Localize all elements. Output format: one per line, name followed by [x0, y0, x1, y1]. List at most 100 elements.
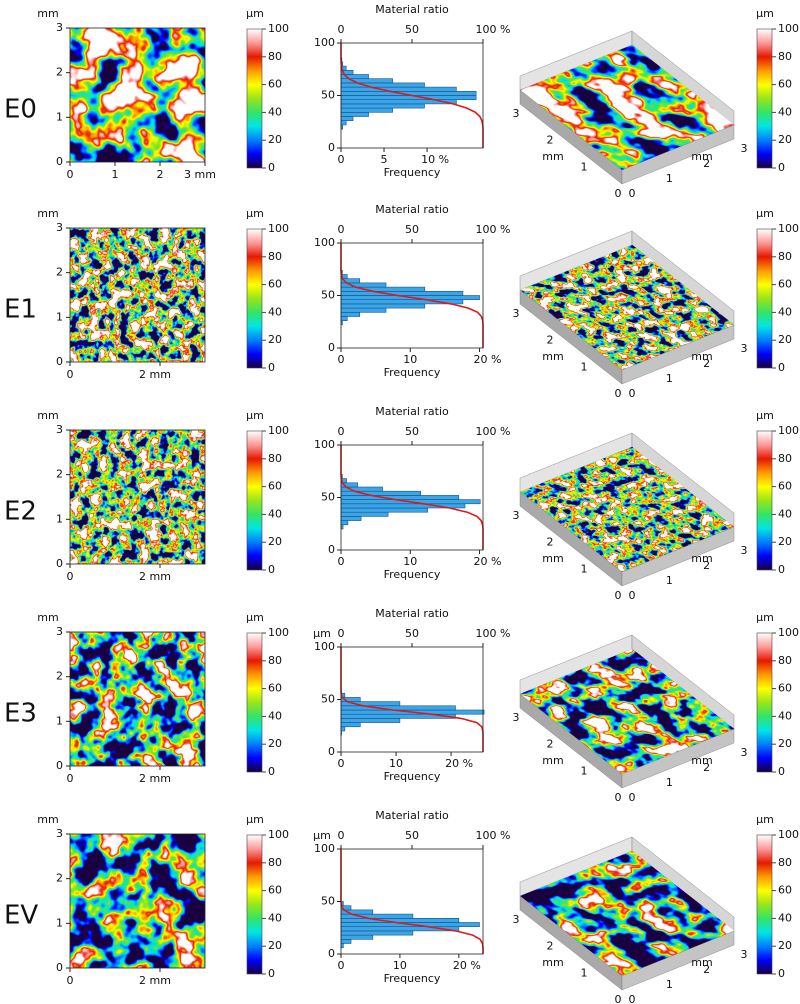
- colorbar-tick-label: 40: [268, 305, 282, 318]
- view3d-left-tick-label: 1: [581, 360, 588, 373]
- colorbar-unit: µm: [756, 7, 774, 20]
- view3d-left-tick-label: 0: [615, 387, 622, 400]
- map-y-tick-label: 2: [56, 670, 63, 683]
- view3d-left-tick-label: 3: [513, 107, 520, 120]
- colorbar-tick-label: 60: [778, 884, 792, 897]
- histogram-bar: [340, 316, 348, 321]
- material-ratio-curve: [340, 43, 484, 148]
- colorbar-tick-label: 100: [778, 828, 799, 841]
- view3d-right-tick-label: 2: [703, 761, 710, 774]
- histogram-bar: [340, 507, 428, 513]
- histogram-bar: [340, 495, 460, 500]
- histogram-bar: [340, 82, 425, 88]
- view3d-left-tick-label: 2: [547, 134, 554, 147]
- view3d-left-unit: mm: [542, 552, 563, 565]
- colorbar-tick-label: 40: [778, 305, 792, 318]
- histogram-y-tick-label: 100: [314, 640, 335, 653]
- frequency-label: Frequency: [384, 972, 441, 985]
- histogram-bar: [340, 107, 393, 113]
- view3d-right-tick-label: 3: [741, 142, 748, 155]
- map-y-tick-label: 3: [56, 625, 63, 638]
- colorbar-tick-label: 60: [778, 278, 792, 291]
- material-ratio-tick-label: 0: [338, 23, 345, 36]
- histogram-bar: [340, 311, 361, 317]
- view3d-right-tick-label: 0: [629, 387, 636, 400]
- view3d-left-unit: mm: [542, 754, 563, 767]
- material-ratio-curve: [340, 647, 484, 752]
- colorbar-tick-label: 80: [778, 452, 792, 465]
- histogram-y-tick-label: 50: [321, 895, 335, 908]
- map-x-tick-label: 2 mm: [139, 974, 171, 987]
- side-wall: [621, 728, 735, 789]
- material-ratio-tick-label: 0: [338, 425, 345, 438]
- map-x-tick-label: 0: [67, 772, 74, 785]
- histogram-bar: [340, 120, 347, 126]
- colorbar-tick-label: 100: [778, 424, 799, 437]
- histogram-bar: [340, 938, 352, 944]
- histogram-y-tick-label: 0: [328, 341, 335, 354]
- map-y-tick-label: 2: [56, 266, 63, 279]
- histogram-bar: [340, 516, 362, 521]
- histogram-bar: [340, 726, 346, 732]
- colorbar-unit: µm: [246, 207, 264, 220]
- view3d-left-tick-label: 1: [581, 966, 588, 979]
- map-frame: [69, 227, 206, 363]
- map-y-tick-label: 1: [56, 512, 63, 525]
- histogram-bar: [340, 490, 421, 496]
- view3d-left-tick-label: 1: [581, 160, 588, 173]
- height-map: [70, 632, 205, 766]
- side-wall: [621, 930, 735, 991]
- colorbar-tick-label: 80: [268, 50, 282, 63]
- colorbar-tick-label: 80: [268, 452, 282, 465]
- histogram-y-tick-label: 50: [321, 89, 335, 102]
- view3d-left-tick-label: 0: [615, 589, 622, 602]
- colorbar: [756, 28, 773, 169]
- view3d-left-tick-label: 3: [513, 307, 520, 320]
- view3d-right-tick-label: 0: [629, 791, 636, 804]
- colorbar-tick-label: 80: [268, 250, 282, 263]
- frequency-label: Frequency: [384, 568, 441, 581]
- row-label: E1: [4, 295, 37, 325]
- colorbar-tick-label: 20: [778, 737, 792, 750]
- histogram-y-tick-label: 100: [314, 236, 335, 249]
- histogram-y-tick-label: 100: [314, 842, 335, 855]
- colorbar-tick-label: 100: [268, 22, 289, 35]
- colorbar: [246, 430, 263, 571]
- view3d-right-tick-label: 2: [703, 357, 710, 370]
- colorbar-tick-label: 60: [268, 884, 282, 897]
- colorbar-tick-label: 100: [268, 424, 289, 437]
- colorbar-tick-label: 20: [268, 133, 282, 146]
- material-ratio-tick-label: 0: [338, 627, 345, 640]
- map-y-tick-label: 3: [56, 423, 63, 436]
- map-y-unit: mm: [37, 207, 58, 220]
- material-ratio-tick-label: 50: [405, 627, 419, 640]
- map-frame: [69, 631, 206, 767]
- histogram-bar: [340, 116, 354, 121]
- material-ratio-tick-label: 100 %: [476, 627, 511, 640]
- colorbar-tick-label: 40: [778, 105, 792, 118]
- histogram-y-tick-label: 50: [321, 491, 335, 504]
- map-y-tick-label: 1: [56, 916, 63, 929]
- colorbar: [756, 834, 773, 975]
- view3d-right-tick-label: 1: [666, 372, 673, 385]
- material-ratio-tick-label: 50: [405, 829, 419, 842]
- surface-3d: [520, 446, 734, 573]
- colorbar-tick-label: 20: [778, 939, 792, 952]
- height-map: [70, 28, 205, 162]
- colorbar-tick-label: 60: [268, 78, 282, 91]
- colorbar-unit: µm: [246, 813, 264, 826]
- view3d-right-tick-label: 2: [703, 157, 710, 170]
- side-wall: [621, 124, 735, 185]
- map-y-tick-label: 3: [56, 827, 63, 840]
- map-x-tick-label: 0: [67, 168, 74, 181]
- histogram-bar: [340, 511, 389, 517]
- colorbar-unit: µm: [756, 207, 774, 220]
- row-label: EV: [4, 901, 38, 931]
- colorbar-tick-label: 40: [778, 507, 792, 520]
- material-ratio-tick-label: 50: [405, 223, 419, 236]
- map-x-tick-label: 3 mm: [184, 168, 216, 181]
- surface-3d: [520, 44, 734, 171]
- histogram-x-tick-label: 10: [403, 353, 417, 366]
- map-x-tick-label: 2 mm: [139, 772, 171, 785]
